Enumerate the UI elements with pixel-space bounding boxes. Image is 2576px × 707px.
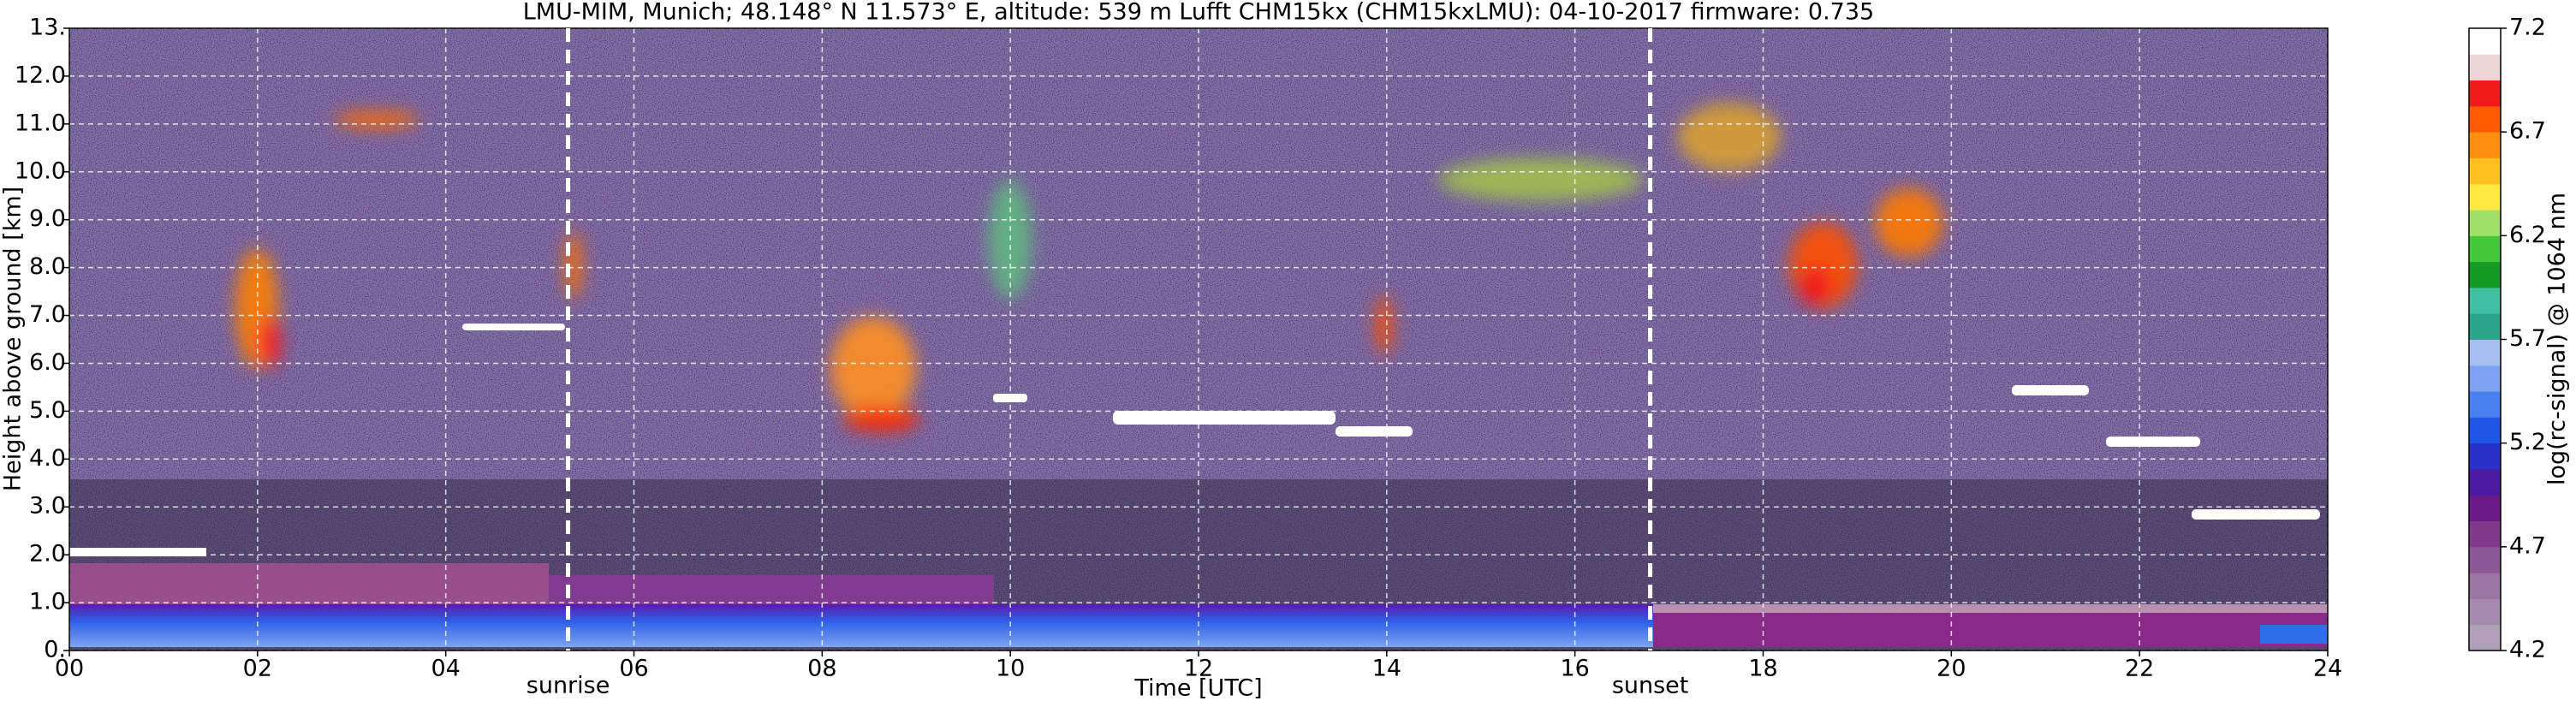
annotation-label: sunrise xyxy=(527,673,610,699)
colorbar-label: log(rc-signal) @ 1064 nm xyxy=(2544,193,2571,485)
colorbar-segment xyxy=(2469,105,2501,133)
colorbar-segment xyxy=(2469,261,2501,288)
y-tick-label: 1.0 xyxy=(29,589,66,615)
colorbar-tick-label: 4.2 xyxy=(2509,637,2546,663)
colorbar-segment xyxy=(2469,546,2501,573)
colorbar-segment xyxy=(2469,339,2501,366)
y-tick-label: 9.0 xyxy=(29,205,66,232)
colorbar-segment xyxy=(2469,520,2501,548)
y-tick-label: 3.0 xyxy=(29,493,66,520)
y-tick-label: 5.0 xyxy=(29,397,66,424)
y-tick-label: 11.0 xyxy=(15,110,66,136)
colorbar-tick-label: 6.7 xyxy=(2509,118,2546,145)
colorbar-segment xyxy=(2469,235,2501,263)
y-tick-label: 7.0 xyxy=(29,301,66,328)
colorbar-segment xyxy=(2469,598,2501,626)
y-tick-label: 12.0 xyxy=(15,62,66,88)
y-tick-label: 0. xyxy=(44,637,66,663)
colorbar-tick-label: 7.2 xyxy=(2509,15,2546,41)
colorbar-segment xyxy=(2469,28,2501,55)
x-axis-label: Time [UTC] xyxy=(1133,675,1262,702)
x-tick-label: 02 xyxy=(243,656,272,682)
colorbar-tick-label: 4.7 xyxy=(2509,532,2546,559)
x-tick-label: 22 xyxy=(2125,656,2154,682)
x-tick-label: 12 xyxy=(1184,656,1213,682)
x-tick-label: 06 xyxy=(619,656,648,682)
x-tick-label: 00 xyxy=(55,656,84,682)
annotation-label: sunset xyxy=(1612,673,1689,699)
colorbar-segment xyxy=(2469,183,2501,211)
colorbar-segment xyxy=(2469,573,2501,599)
colorbar-segment xyxy=(2469,287,2501,314)
colorbar-segment xyxy=(2469,132,2501,158)
colorbar-segment xyxy=(2469,54,2501,81)
x-tick-label: 18 xyxy=(1748,656,1777,682)
y-tick-label: 4.0 xyxy=(29,445,66,472)
x-tick-label: 20 xyxy=(1936,656,1966,682)
x-tick-label: 04 xyxy=(431,656,460,682)
colorbar-segment xyxy=(2469,417,2501,444)
colorbar-segment xyxy=(2469,365,2501,392)
x-tick-label: 10 xyxy=(996,656,1025,682)
colorbar-segment xyxy=(2469,624,2501,651)
y-tick-label: 8.0 xyxy=(29,253,66,280)
y-axis-label: Height above ground [km] xyxy=(0,187,27,491)
chart-title: LMU-MIM, Munich; 48.148° N 11.573° E, al… xyxy=(523,0,1874,26)
colorbar-tick-label: 5.2 xyxy=(2509,429,2546,455)
y-tick-label: 6.0 xyxy=(29,349,66,376)
x-tick-label: 24 xyxy=(2313,656,2342,682)
y-tick-label: 10.0 xyxy=(15,157,66,184)
colorbar-tick-label: 5.7 xyxy=(2509,325,2546,352)
colorbar-tick-label: 6.2 xyxy=(2509,222,2546,248)
colorbar-segment xyxy=(2469,391,2501,418)
colorbar-segment xyxy=(2469,210,2501,236)
colorbar-segment xyxy=(2469,80,2501,107)
colorbar-segment xyxy=(2469,157,2501,185)
x-tick-label: 08 xyxy=(807,656,836,682)
colorbar-segment xyxy=(2469,468,2501,496)
y-tick-label: 13. xyxy=(29,15,66,41)
colorbar-segment xyxy=(2469,443,2501,470)
x-tick-label: 14 xyxy=(1372,656,1401,682)
x-tick-label: 16 xyxy=(1560,656,1589,682)
colorbar-segment xyxy=(2469,495,2501,522)
y-tick-label: 2.0 xyxy=(29,541,66,567)
colorbar-segment xyxy=(2469,313,2501,340)
grid xyxy=(68,27,2329,651)
